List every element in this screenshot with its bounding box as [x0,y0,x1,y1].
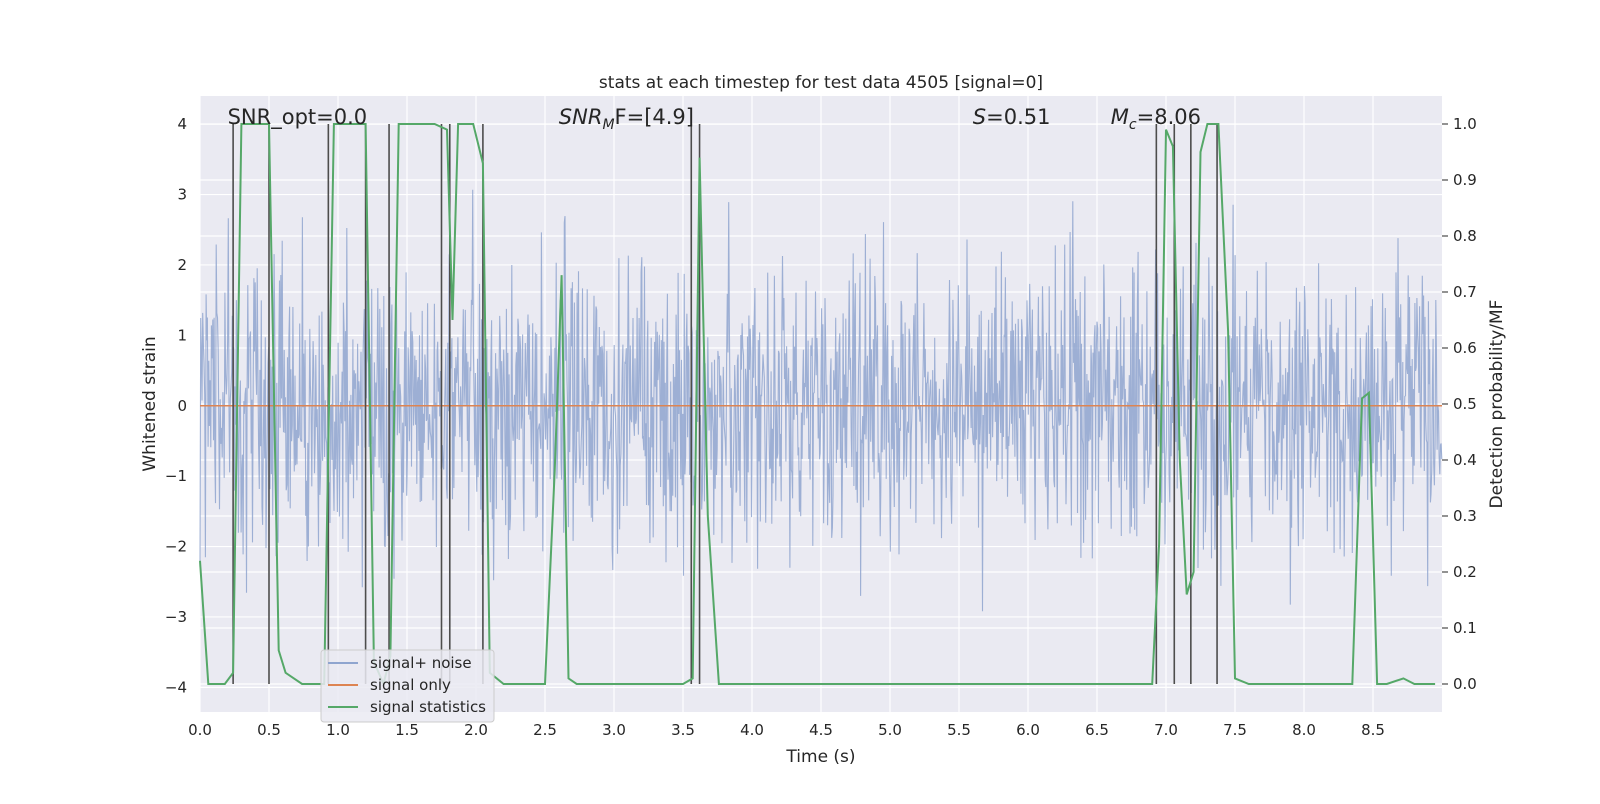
y-right-tick-label: 0.7 [1453,283,1477,301]
annotation: S=0.51 [973,105,1051,129]
x-tick-label: 7.0 [1154,721,1178,739]
x-tick-label: 4.5 [809,721,833,739]
legend: signal+ noise signal only signal statist… [320,649,495,723]
x-tick-label: 7.5 [1223,721,1247,739]
y-right-tick-label: 0.2 [1453,563,1477,581]
y-left-tick-label: 2 [177,256,187,274]
y-right-tick-label: 0.0 [1453,675,1477,693]
y-left-tick-label: −1 [165,467,187,485]
annotations: SNR_opt=0.0 SNRMF=[4.9] S=0.51 Mc=8.06 [228,105,1201,133]
legend-label-signal-noise: signal+ noise [370,654,472,672]
y-left-tick-label: 1 [177,326,187,344]
x-tick-label: 1.5 [395,721,419,739]
annotation: SNRMF=[4.9] [559,105,694,133]
y-left-tick-label: −4 [165,678,187,696]
y-right-tick-label: 0.5 [1453,395,1477,413]
y-right-tick-label: 0.6 [1453,339,1477,357]
y-right-tick-label: 0.3 [1453,507,1477,525]
x-tick-label: 3.0 [602,721,626,739]
chart-title: stats at each timestep for test data 450… [599,73,1043,93]
signal-statistics-series [199,123,1436,688]
x-axis-ticks: 0.0 0.5 1.0 1.5 2.0 2.5 3.0 3.5 4.0 4.5 5.0 5.5 6.0 6… [188,721,1385,739]
signal-statistics-line [199,123,1436,688]
y-left-tick-label: −3 [165,608,187,626]
legend-label-signal-statistics: signal statistics [370,698,486,716]
y-axis-right-ticks: 0.0 0.1 0.2 0.3 0.4 0.5 0.6 0.7 0.8 0.9 1.0 [1442,115,1477,693]
x-tick-label: 6.5 [1085,721,1109,739]
y-left-tick-label: 4 [177,115,187,133]
y-right-tick-label: 0.9 [1453,171,1477,189]
x-tick-label: 4.0 [740,721,764,739]
x-tick-label: 2.5 [533,721,557,739]
y-axis-left-label: Whitened strain [140,336,160,471]
signal-noise-series [199,189,1443,612]
y-left-tick-label: 0 [177,397,187,415]
y-axis-right-label: Detection probability/MF [1487,300,1507,509]
x-tick-label: 5.0 [878,721,902,739]
y-right-tick-label: 0.8 [1453,227,1477,245]
x-tick-label: 0.5 [257,721,281,739]
y-axis-left-ticks: −4 −3 −2 −1 0 1 2 3 4 [165,115,187,696]
x-tick-label: 3.5 [671,721,695,739]
x-axis-label: Time (s) [785,747,855,767]
legend-label-signal-only: signal only [370,676,451,694]
x-tick-label: 5.5 [947,721,971,739]
annotation: Mc=8.06 [1111,105,1201,133]
annotation: SNR_opt=0.0 [228,105,368,130]
legend-box [320,649,495,723]
signal-noise-line [199,189,1443,612]
x-tick-label: 6.0 [1016,721,1040,739]
x-tick-label: 0.0 [188,721,212,739]
x-tick-label: 8.0 [1292,721,1316,739]
y-left-tick-label: 3 [177,186,187,204]
y-right-tick-label: 0.1 [1453,619,1477,637]
y-left-tick-label: −2 [165,538,187,556]
x-tick-label: 8.5 [1361,721,1385,739]
x-tick-label: 1.0 [326,721,350,739]
y-right-tick-label: 0.4 [1453,451,1477,469]
y-right-tick-label: 1.0 [1453,115,1477,133]
x-tick-label: 2.0 [464,721,488,739]
